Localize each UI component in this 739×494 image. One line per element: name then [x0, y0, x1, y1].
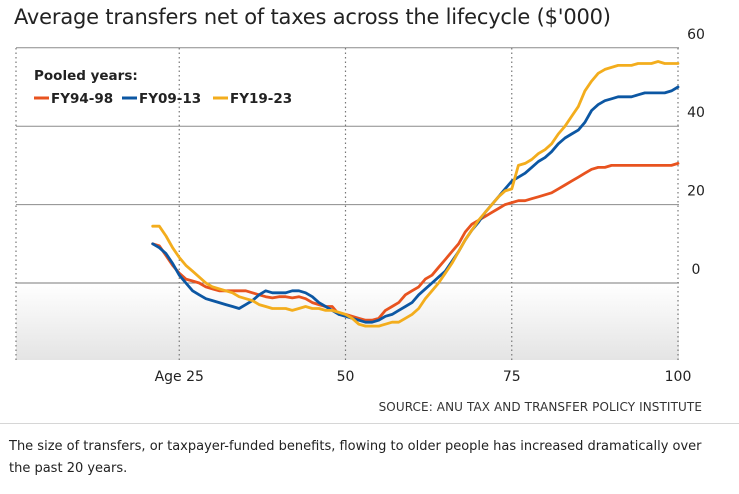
x-tick-label: 100	[665, 369, 692, 385]
series-line-FY19-23	[151, 60, 680, 328]
legend-label: FY19-23	[230, 91, 292, 107]
chart-title: Average transfers net of taxes across th…	[14, 5, 611, 29]
y-tick-label: 40	[687, 105, 705, 121]
negative-zone-shading	[16, 283, 679, 360]
line-chart: Age 25 50 75 100 0 20 40 60 Pooled years: FY94-…	[15, 27, 705, 385]
gridlines	[15, 47, 679, 360]
legend-label: FY09-13	[139, 91, 201, 107]
y-tick-label: 0	[692, 262, 701, 278]
series-lines	[151, 60, 680, 328]
series-line-FY94-98	[151, 162, 680, 322]
y-tick-label: 60	[687, 27, 705, 43]
legend-label: FY94-98	[51, 91, 113, 107]
x-tick-label: 75	[503, 369, 521, 385]
x-tick-label: 50	[337, 369, 355, 385]
chart-caption: The size of transfers, or taxpayer-funde…	[9, 439, 702, 476]
x-tick-label: Age 25	[155, 369, 204, 385]
series-line-FY09-13	[151, 85, 680, 324]
divider	[0, 423, 739, 424]
legend: Pooled years: FY94-98 FY09-13 FY19-23	[34, 68, 292, 107]
y-axis: 0 20 40 60	[687, 27, 705, 278]
y-tick-label: 20	[687, 184, 705, 200]
source-note: SOURCE: ANU TAX AND TRANSFER POLICY INST…	[378, 400, 702, 414]
legend-title: Pooled years:	[34, 68, 138, 84]
x-axis: Age 25 50 75 100	[155, 369, 692, 385]
